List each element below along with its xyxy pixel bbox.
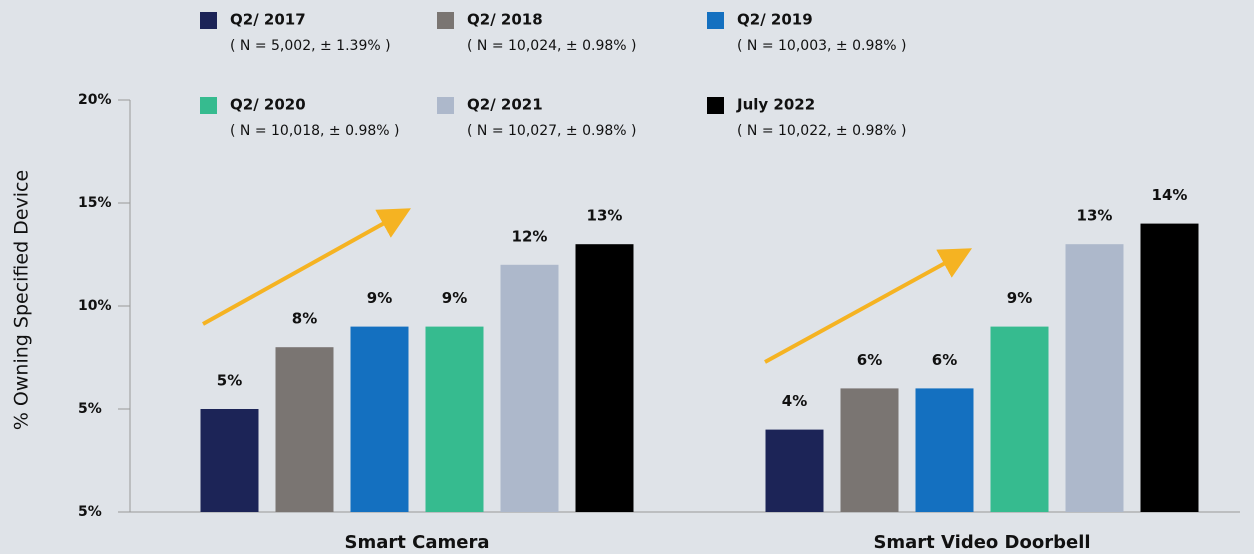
- bar: [765, 429, 824, 512]
- legend-label: July 2022: [736, 96, 815, 114]
- y-tick-label: 10%: [78, 298, 112, 314]
- data-label: 8%: [292, 310, 317, 328]
- legend-label: Q2/ 2020: [230, 96, 306, 114]
- legend-swatch: [437, 12, 454, 29]
- bar: [350, 326, 409, 512]
- bar: [200, 409, 259, 512]
- trend-arrow: [764, 248, 973, 364]
- data-label: 13%: [587, 207, 623, 225]
- data-label: 5%: [217, 372, 242, 390]
- bar: [1140, 223, 1199, 512]
- x-tick-label: Smart Camera: [345, 532, 490, 553]
- legend-swatch: [707, 12, 724, 29]
- data-label: 13%: [1077, 207, 1113, 225]
- legend-note: ( N = 10,003, ± 0.98% ): [737, 38, 906, 54]
- data-label: 9%: [367, 289, 392, 307]
- data-label: 6%: [932, 351, 957, 369]
- x-tick-label: Smart Video Doorbell: [873, 532, 1090, 553]
- legend-note: ( N = 10,027, ± 0.98% ): [467, 123, 636, 139]
- legend-swatch: [437, 97, 454, 114]
- bar: [500, 264, 559, 512]
- bar: [425, 326, 484, 512]
- data-label: 4%: [782, 392, 807, 410]
- bar: [915, 388, 974, 512]
- y-tick-label: 15%: [78, 195, 112, 211]
- legend-label: Q2/ 2021: [467, 96, 543, 114]
- bar: [840, 388, 899, 512]
- y-tick-label: 5%: [78, 504, 102, 520]
- legend-note: ( N = 5,002, ± 1.39% ): [230, 38, 391, 54]
- y-tick-label: 5%: [78, 401, 102, 417]
- data-label: 14%: [1152, 186, 1188, 204]
- legend-swatch: [200, 12, 217, 29]
- legend-label: Q2/ 2019: [737, 11, 813, 29]
- bar: [990, 326, 1049, 512]
- legend-swatch: [200, 97, 217, 114]
- y-axis-label: % Owning Specified Device: [11, 170, 33, 430]
- legend-swatch: [707, 97, 724, 114]
- data-label: 9%: [1007, 289, 1032, 307]
- trend-arrow: [202, 208, 411, 326]
- legend-note: ( N = 10,022, ± 0.98% ): [737, 123, 906, 139]
- data-label: 12%: [512, 227, 548, 245]
- bar: [575, 244, 634, 512]
- bar: [1065, 244, 1124, 512]
- legend-label: Q2/ 2017: [230, 11, 306, 29]
- y-tick-label: 20%: [78, 92, 112, 108]
- bar: [275, 347, 334, 512]
- data-label: 9%: [442, 289, 467, 307]
- legend-label: Q2/ 2018: [467, 11, 543, 29]
- data-label: 6%: [857, 351, 882, 369]
- legend-note: ( N = 10,018, ± 0.98% ): [230, 123, 399, 139]
- legend-note: ( N = 10,024, ± 0.98% ): [467, 38, 636, 54]
